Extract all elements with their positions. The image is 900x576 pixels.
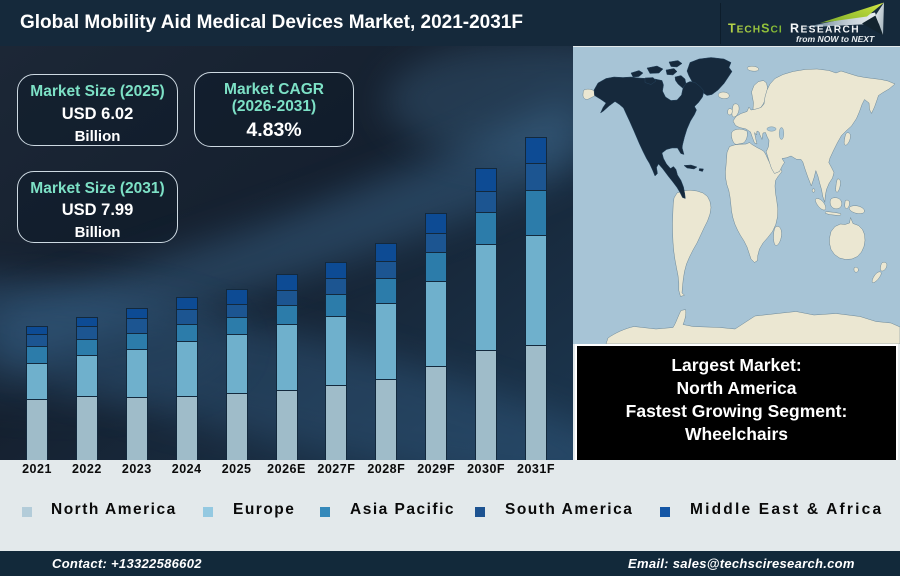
svg-text:from NOW to NEXT: from NOW to NEXT: [796, 34, 875, 44]
svg-text:RESEARCH: RESEARCH: [790, 22, 860, 36]
svg-text:TECHSCI: TECHSCI: [728, 22, 783, 36]
